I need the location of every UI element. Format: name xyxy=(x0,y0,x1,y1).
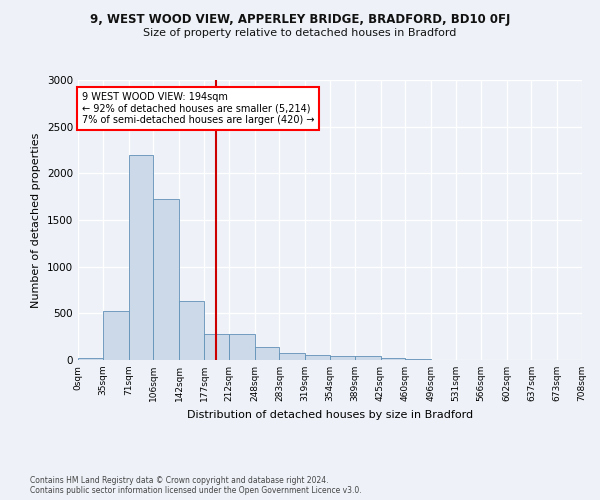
Bar xyxy=(305,356,330,360)
Text: 9, WEST WOOD VIEW, APPERLEY BRIDGE, BRADFORD, BD10 0FJ: 9, WEST WOOD VIEW, APPERLEY BRIDGE, BRAD… xyxy=(90,12,510,26)
Bar xyxy=(154,199,179,360)
Bar xyxy=(355,356,380,360)
Bar xyxy=(406,358,431,360)
Bar xyxy=(229,334,254,360)
Text: Contains HM Land Registry data © Crown copyright and database right 2024.
Contai: Contains HM Land Registry data © Crown c… xyxy=(30,476,362,495)
Text: 9 WEST WOOD VIEW: 194sqm
← 92% of detached houses are smaller (5,214)
7% of semi: 9 WEST WOOD VIEW: 194sqm ← 92% of detach… xyxy=(82,92,314,126)
Bar xyxy=(254,347,280,360)
Bar xyxy=(179,301,204,360)
Bar xyxy=(280,352,305,360)
Bar xyxy=(128,154,154,360)
Bar xyxy=(78,358,103,360)
Bar xyxy=(204,334,229,360)
Text: Size of property relative to detached houses in Bradford: Size of property relative to detached ho… xyxy=(143,28,457,38)
Y-axis label: Number of detached properties: Number of detached properties xyxy=(31,132,41,308)
X-axis label: Distribution of detached houses by size in Bradford: Distribution of detached houses by size … xyxy=(187,410,473,420)
Bar xyxy=(103,312,128,360)
Bar xyxy=(380,358,406,360)
Bar xyxy=(330,356,355,360)
